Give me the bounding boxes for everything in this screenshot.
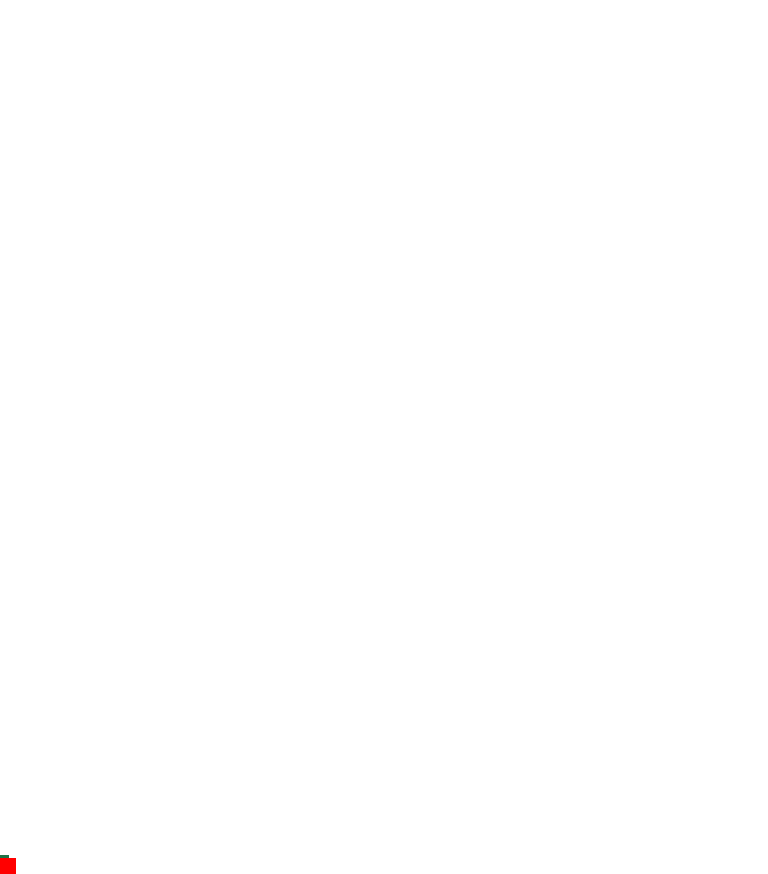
highlight-box: [0, 858, 16, 874]
selection-outline: [0, 858, 6, 864]
spreadsheet-viewport: [0, 0, 768, 860]
sheet-grid: [0, 0, 768, 858]
